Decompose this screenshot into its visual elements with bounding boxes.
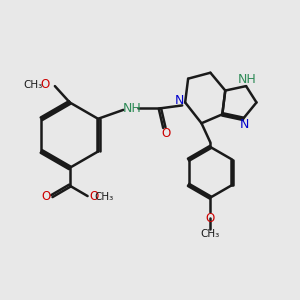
Text: N: N <box>240 118 249 131</box>
Text: NH: NH <box>122 102 141 115</box>
Text: O: O <box>206 212 215 225</box>
Text: N: N <box>175 94 184 107</box>
Text: CH₃: CH₃ <box>24 80 43 90</box>
Text: O: O <box>41 190 51 203</box>
Text: O: O <box>41 78 50 91</box>
Text: CH₃: CH₃ <box>94 192 114 202</box>
Text: NH: NH <box>238 73 257 86</box>
Text: O: O <box>89 190 98 203</box>
Text: CH₃: CH₃ <box>201 229 220 239</box>
Text: O: O <box>161 127 170 140</box>
